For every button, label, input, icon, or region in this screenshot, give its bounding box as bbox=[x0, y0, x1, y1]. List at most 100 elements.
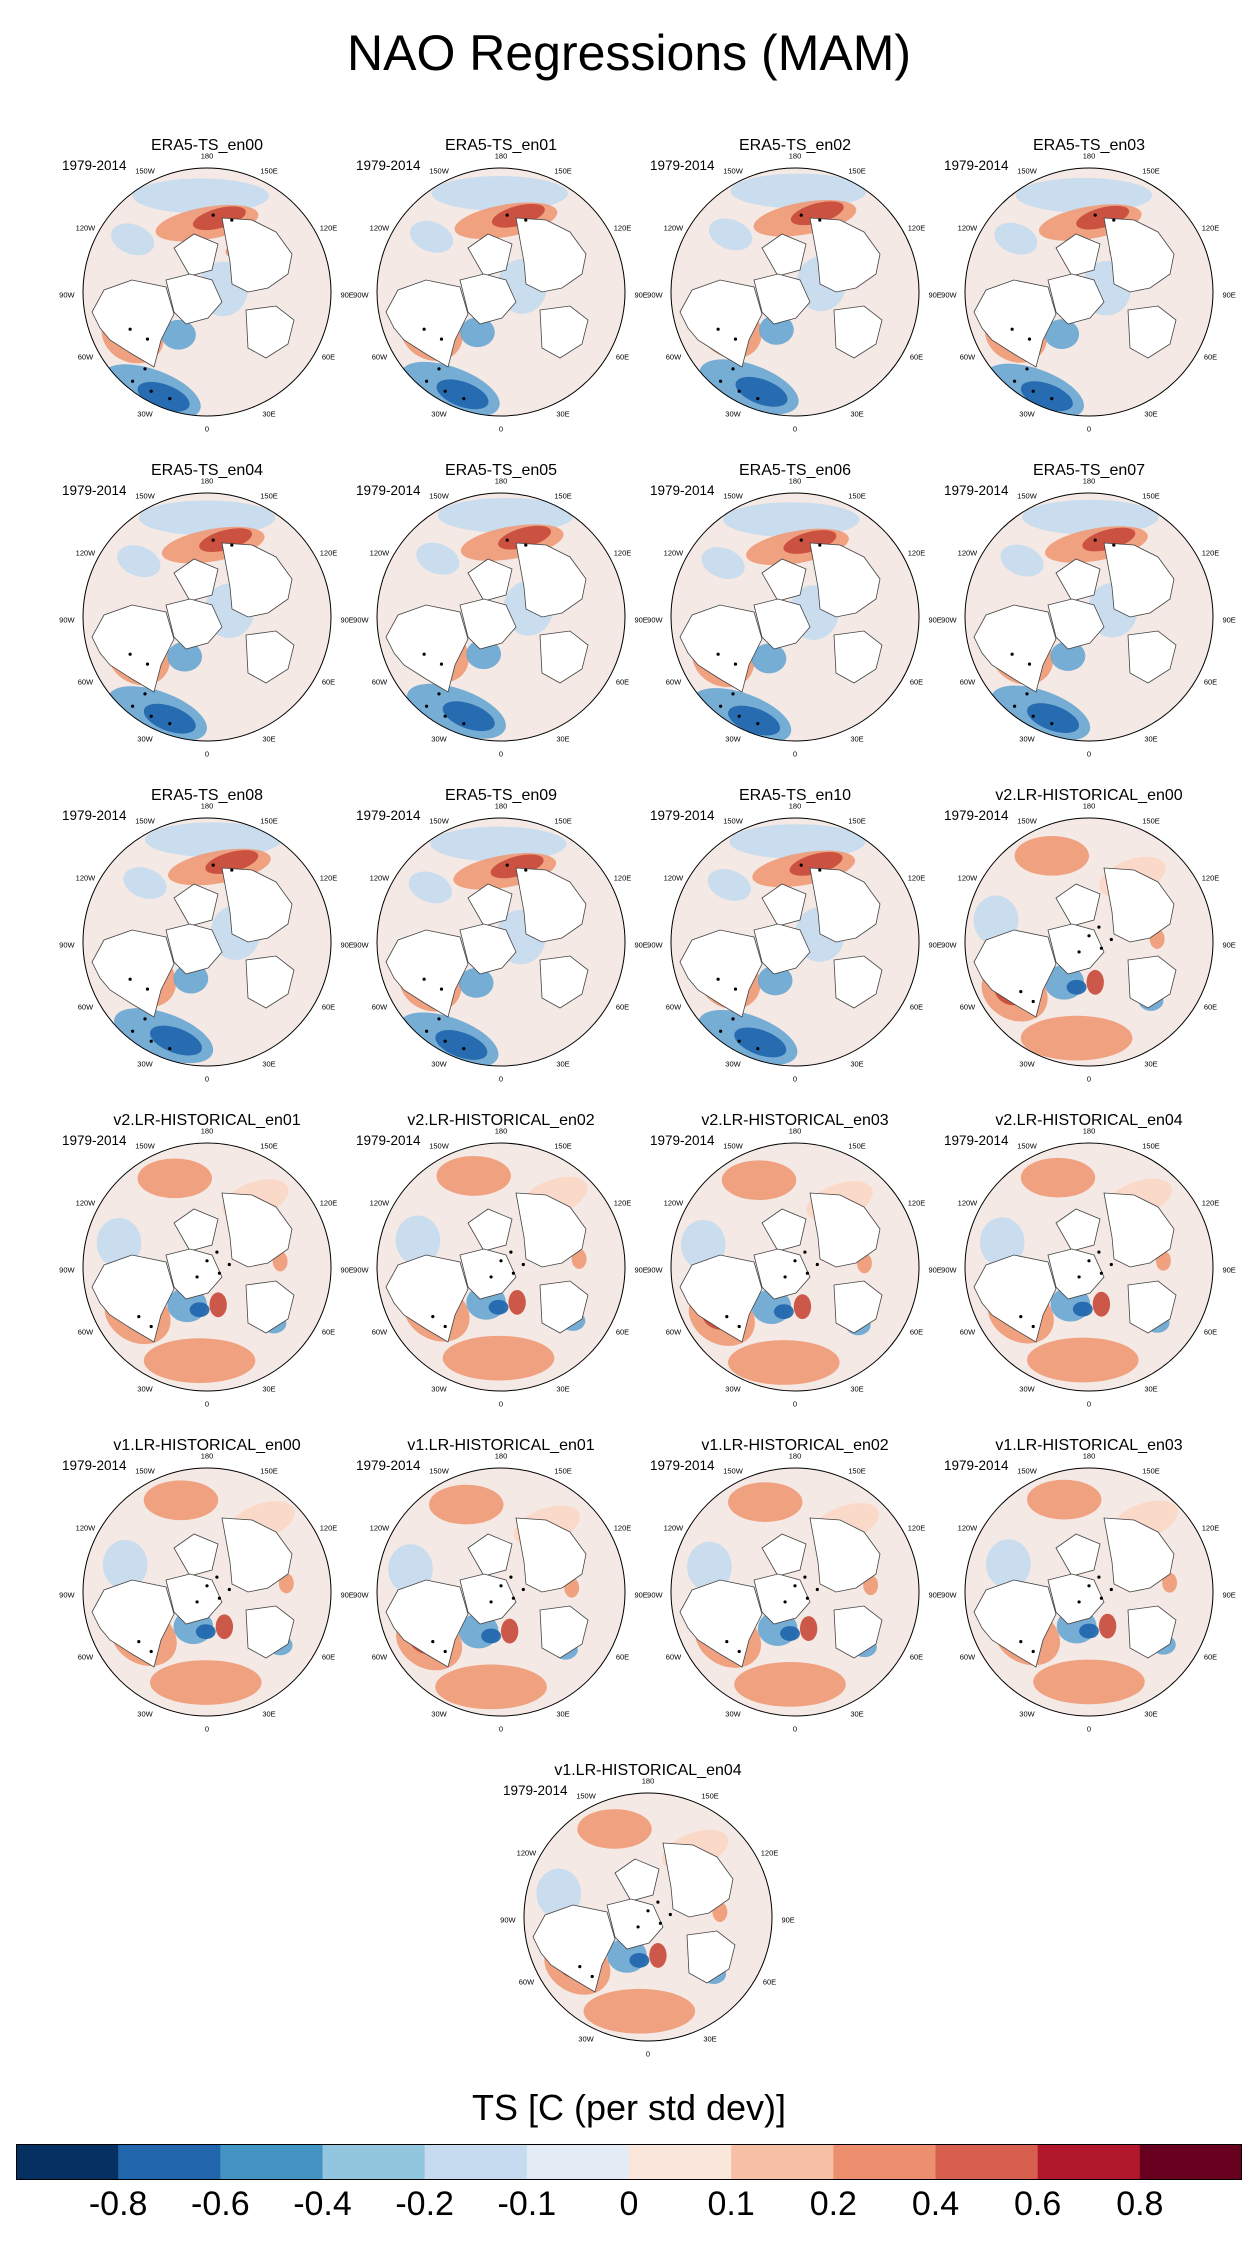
anomaly-contour bbox=[161, 319, 196, 350]
longitude-label: 150W bbox=[429, 491, 450, 500]
longitude-label: 60E bbox=[322, 1652, 335, 1661]
significance-dot bbox=[1112, 218, 1116, 222]
longitude-label: 60E bbox=[322, 352, 335, 361]
land-outline bbox=[1047, 598, 1105, 650]
anomaly-contour bbox=[790, 201, 844, 226]
longitude-label: 60W bbox=[960, 1327, 976, 1336]
anomaly-contour bbox=[780, 1626, 800, 1641]
significance-dot bbox=[211, 863, 215, 867]
panel-title: v2.LR-HISTORICAL_en00 bbox=[995, 787, 1183, 804]
panel-title: ERA5-TS_en04 bbox=[150, 462, 264, 479]
significance-dot bbox=[437, 1017, 441, 1021]
longitude-label: 180 bbox=[201, 477, 214, 486]
significance-dot bbox=[756, 397, 760, 401]
land-outline bbox=[809, 1192, 881, 1268]
significance-dot bbox=[439, 662, 444, 666]
significance-dot bbox=[818, 868, 822, 872]
anomaly-contour bbox=[1098, 1613, 1117, 1639]
anomaly-contour bbox=[730, 173, 867, 209]
longitude-label: 30W bbox=[137, 1060, 153, 1069]
longitude-label: 60W bbox=[960, 1652, 976, 1661]
colorbar-tick-label: -0.1 bbox=[497, 2185, 557, 2223]
significance-dot bbox=[205, 1584, 209, 1588]
significance-dot bbox=[462, 722, 466, 726]
longitude-label: 120E bbox=[761, 1849, 779, 1858]
panel-period: 1979-2014 bbox=[650, 1133, 715, 1148]
land-outline bbox=[459, 273, 517, 325]
longitude-label: 0 bbox=[205, 1399, 209, 1408]
panel-title: ERA5-TS_en09 bbox=[444, 787, 558, 804]
longitude-label: 120E bbox=[1202, 1199, 1220, 1208]
significance-dot bbox=[443, 1039, 447, 1043]
land-outline bbox=[515, 1517, 587, 1593]
panel-period: 1979-2014 bbox=[944, 1133, 1009, 1148]
longitude-label: 30W bbox=[1019, 1710, 1035, 1719]
land-outline bbox=[809, 867, 881, 943]
anomaly-contour bbox=[1022, 499, 1159, 535]
polar-map: 180 150E 120E 90E 60E 30E 0 30W 60W 90W 120W 150W bbox=[941, 152, 1236, 434]
land-outline bbox=[165, 273, 223, 325]
anomaly-contour bbox=[436, 1156, 511, 1196]
panel-title: v1.LR-HISTORICAL_en04 bbox=[554, 1762, 742, 1779]
land-outline bbox=[539, 1605, 589, 1659]
longitude-label: 90E bbox=[634, 1265, 647, 1274]
colorbar-segment bbox=[322, 2144, 426, 2180]
land-outline bbox=[467, 1208, 513, 1252]
longitude-label: 150W bbox=[723, 1466, 744, 1475]
significance-dot bbox=[646, 1909, 650, 1913]
panel-period: 1979-2014 bbox=[944, 483, 1009, 498]
significance-dot bbox=[1077, 950, 1081, 954]
significance-dot bbox=[168, 397, 172, 401]
significance-dot bbox=[1097, 1250, 1101, 1254]
panel-title: v1.LR-HISTORICAL_en02 bbox=[701, 1437, 889, 1454]
significance-dot bbox=[131, 1029, 135, 1033]
longitude-label: 90E bbox=[340, 1265, 353, 1274]
significance-dot bbox=[521, 1262, 525, 1267]
anomaly-contour bbox=[1072, 1301, 1093, 1317]
map-panel: ERA5-TS_en02 1979-2014 180 150E 120E 90E 60E 30… bbox=[647, 136, 942, 433]
significance-dot bbox=[509, 1250, 513, 1254]
polar-map: 180 150E 120E 90E 60E 30E 0 30W 60W 90W 120W 150W bbox=[647, 1127, 942, 1409]
longitude-label: 60E bbox=[1204, 1327, 1217, 1336]
longitude-label: 30E bbox=[556, 1060, 569, 1069]
longitude-label: 60W bbox=[372, 1652, 388, 1661]
longitude-label: 150W bbox=[135, 491, 156, 500]
longitude-label: 0 bbox=[205, 1074, 209, 1083]
longitude-label: 30W bbox=[137, 1385, 153, 1394]
longitude-label: 60W bbox=[78, 1652, 94, 1661]
anomaly-contour bbox=[96, 1218, 142, 1268]
panel-title: ERA5-TS_en05 bbox=[444, 462, 558, 479]
longitude-label: 60E bbox=[616, 352, 629, 361]
anomaly-contour bbox=[649, 1943, 667, 1968]
longitude-label: 180 bbox=[789, 1127, 802, 1136]
longitude-label: 30E bbox=[1144, 410, 1157, 419]
anomaly-contour bbox=[491, 203, 545, 228]
significance-dot bbox=[803, 1250, 807, 1254]
longitude-label: 150E bbox=[848, 166, 866, 175]
longitude-label: 60W bbox=[960, 1002, 976, 1011]
anomaly-contour bbox=[1079, 1623, 1099, 1639]
polar-map: 180 150E 120E 90E 60E 30E 0 30W 60W 90W 120W 150W bbox=[59, 1127, 354, 1409]
panel-period: 1979-2014 bbox=[944, 158, 1009, 173]
longitude-label: 90E bbox=[634, 1590, 647, 1599]
significance-dot bbox=[1087, 1584, 1091, 1588]
panel-period: 1979-2014 bbox=[62, 483, 127, 498]
panel-period: 1979-2014 bbox=[503, 1783, 568, 1798]
anomaly-contour bbox=[1082, 527, 1136, 552]
longitude-label: 120E bbox=[320, 1199, 338, 1208]
map-boundary bbox=[670, 817, 920, 1067]
land-outline bbox=[833, 1605, 883, 1659]
longitude-label: 120W bbox=[76, 549, 97, 558]
land-outline bbox=[973, 279, 1057, 368]
anomaly-contour bbox=[1092, 1291, 1111, 1317]
anomaly-contour bbox=[435, 1029, 488, 1060]
longitude-label: 60W bbox=[960, 352, 976, 361]
anomaly-contour bbox=[734, 1027, 787, 1058]
map-boundary bbox=[376, 492, 626, 742]
panel-title: v2.LR-HISTORICAL_en02 bbox=[407, 1112, 595, 1129]
anomaly-contour bbox=[687, 1541, 732, 1592]
longitude-label: 90W bbox=[59, 290, 75, 299]
longitude-label: 180 bbox=[1083, 1127, 1096, 1136]
polar-map: 180 150E 120E 90E 60E 30E 0 30W 60W 90W 120W 150W bbox=[59, 802, 354, 1084]
anomaly-contour bbox=[728, 1340, 840, 1385]
